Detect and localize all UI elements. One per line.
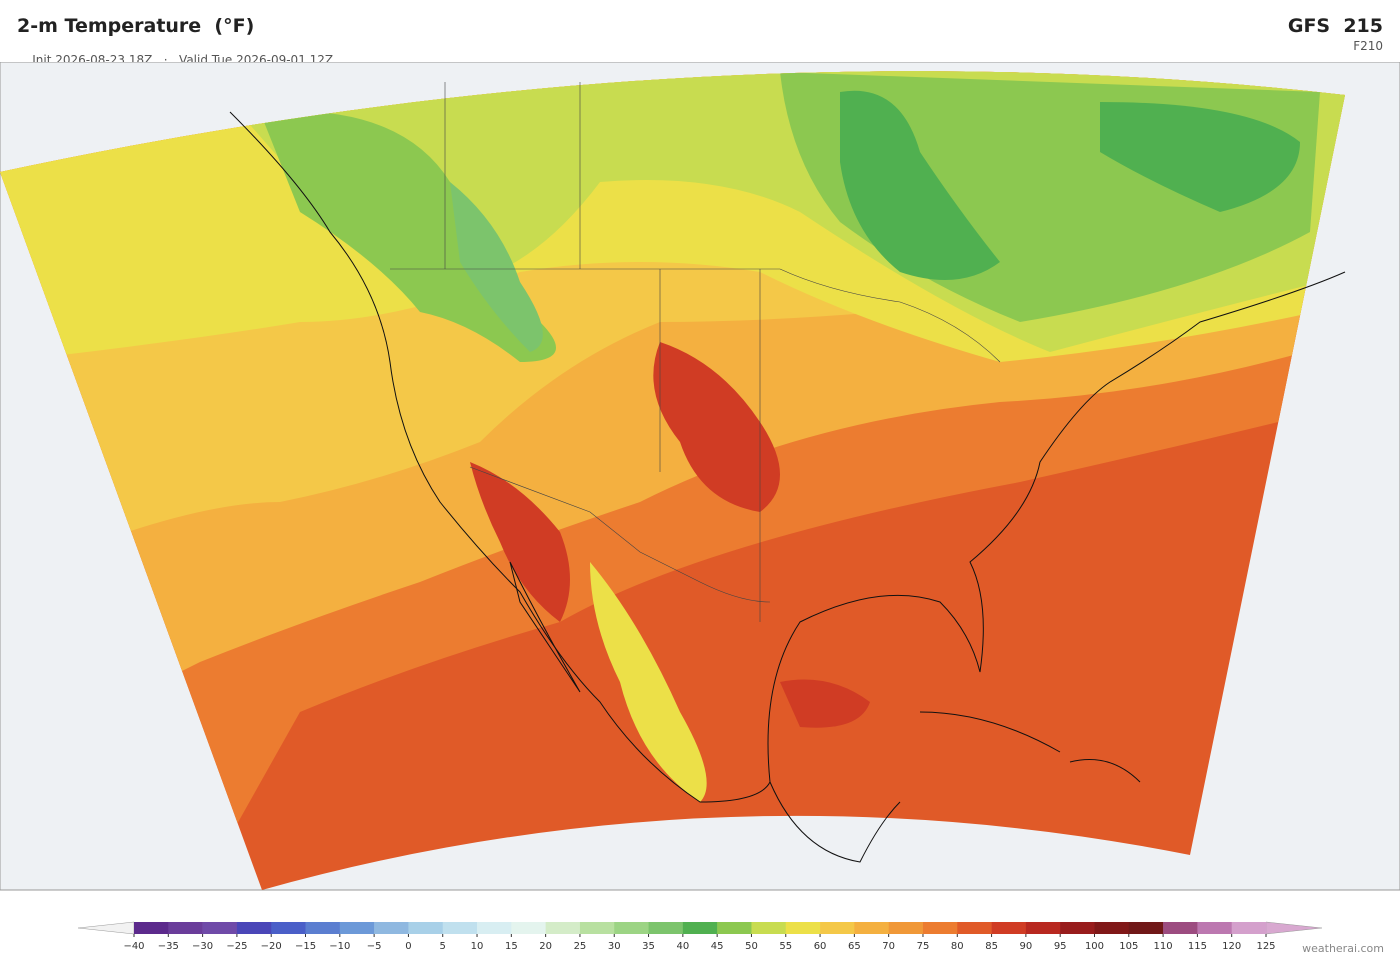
colorbar-segment	[442, 922, 478, 934]
colorbar-tick-label: 60	[814, 941, 827, 952]
colorbar-segment	[236, 922, 272, 934]
colorbar-tick-label: 115	[1188, 941, 1207, 952]
colorbar-tick-label: 45	[711, 941, 724, 952]
colorbar-tick-label: −40	[123, 941, 144, 952]
colorbar-segment	[957, 922, 992, 934]
title: 2-m Temperature (°F)	[17, 15, 255, 37]
colorbar-under	[77, 921, 135, 935]
colorbar-tick-label: 0	[405, 941, 411, 952]
colorbar-tick-label: −25	[226, 941, 247, 952]
colorbar-segment	[408, 922, 444, 934]
colorbar-segment	[545, 922, 581, 934]
colorbar-tick-label: 75	[917, 941, 930, 952]
colorbar-tick-label: 125	[1256, 941, 1275, 952]
colorbar-segment	[271, 922, 306, 934]
colorbar-tick-label: 105	[1119, 941, 1138, 952]
colorbar-segment	[202, 922, 238, 934]
colorbar-segment	[888, 922, 924, 934]
colorbar-tick-label: 40	[676, 941, 689, 952]
colorbar-segment	[614, 922, 649, 934]
model-label: GFS 215	[1287, 15, 1383, 37]
colorbar-segment	[682, 922, 718, 934]
colorbar-tick-label: 50	[745, 941, 758, 952]
colorbar-over	[1265, 921, 1323, 935]
colorbar-segment	[374, 922, 409, 934]
colorbar-segment	[717, 922, 752, 934]
colorbar-segment	[1163, 922, 1198, 934]
colorbar-segment	[1025, 922, 1061, 934]
colorbar-segment	[991, 922, 1027, 934]
colorbar-tick-label: −15	[295, 941, 316, 952]
colorbar-segment	[477, 922, 512, 934]
colorbar-tick-label: 25	[574, 941, 587, 952]
colorbar-tick-label: 70	[882, 941, 895, 952]
colorbar-segment	[579, 922, 615, 934]
colorbar-segment	[168, 922, 203, 934]
colorbar-tick-label: 100	[1085, 941, 1104, 952]
colorbar-tick-label: −5	[367, 941, 382, 952]
colorbar-segment	[854, 922, 889, 934]
coastlines	[229, 111, 1346, 863]
colorbar-segment	[751, 922, 787, 934]
forecast-hour: F210	[1353, 39, 1383, 53]
map	[0, 62, 1400, 891]
colorbar-tick-label: 90	[1020, 941, 1033, 952]
colorbar-tick-label: 55	[779, 941, 792, 952]
colorbar-tick-label: 120	[1222, 941, 1241, 952]
colorbar-tick-label: −20	[261, 941, 282, 952]
separator: ·	[163, 53, 168, 67]
colorbar-segment	[511, 922, 546, 934]
colorbar: −40 −35 −30 −25 −20 −15 −10 −5 0 5 10 15 20 25 30 35 40 4…	[77, 921, 1323, 952]
colorbar-segment	[922, 922, 958, 934]
colorbar-segment	[134, 922, 169, 934]
colorbar-tick-label: 110	[1154, 941, 1173, 952]
temperature-field	[0, 71, 1345, 890]
colorbar-tick-label: 15	[505, 941, 518, 952]
colorbar-segment	[1128, 922, 1164, 934]
colorbar-tick-label: −35	[158, 941, 179, 952]
colorbar-tick-label: 5	[440, 941, 446, 952]
colorbar-tick-label: 95	[1054, 941, 1067, 952]
colorbar-segment	[339, 922, 375, 934]
colorbar-segment	[1094, 922, 1130, 934]
colorbar-tick-label: 85	[985, 941, 998, 952]
colorbar-segment	[820, 922, 855, 934]
colorbar-tick-label: 35	[642, 941, 655, 952]
colorbar-segment	[1197, 922, 1232, 934]
colorbar-tick-label: −30	[192, 941, 213, 952]
colorbar-tick-label: 20	[539, 941, 552, 952]
borders	[390, 82, 1001, 622]
colorbar-tick-label: 65	[848, 941, 861, 952]
colorbar-segment	[785, 922, 821, 934]
colorbar-tick-label: −10	[329, 941, 350, 952]
colorbar-tick-label: 80	[951, 941, 964, 952]
colorbar-segment	[1231, 922, 1267, 934]
colorbar-tick-label: 30	[608, 941, 621, 952]
colorbar-segment	[648, 922, 684, 934]
colorbar-segment	[1060, 922, 1095, 934]
credit: weatherai.com	[1302, 942, 1384, 955]
colorbar-segment	[305, 922, 341, 934]
colorbar-tick-label: 10	[471, 941, 484, 952]
